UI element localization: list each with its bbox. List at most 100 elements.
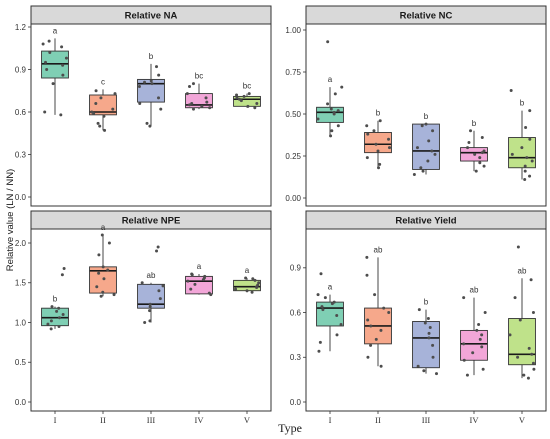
data-point (251, 277, 255, 281)
data-point (423, 321, 427, 325)
y-tick-label: 1.5 (15, 279, 27, 288)
data-point (419, 166, 423, 170)
data-point (531, 311, 535, 315)
data-point (55, 309, 59, 313)
y-tick-label: 1.0 (15, 318, 27, 327)
data-point (103, 128, 107, 132)
data-point (433, 152, 437, 156)
data-point (376, 149, 380, 153)
data-point (155, 65, 159, 69)
data-point (101, 290, 105, 294)
box-body (412, 321, 440, 369)
data-point (365, 273, 369, 277)
data-point (387, 137, 391, 141)
box-II: ab (364, 245, 392, 368)
data-point (185, 92, 189, 96)
data-point (61, 73, 65, 77)
box-III: b (412, 298, 440, 376)
data-point (253, 278, 257, 282)
data-point (149, 79, 153, 83)
data-point (191, 107, 195, 111)
data-point (140, 281, 144, 285)
panel-title: Relative NPE (122, 216, 181, 227)
significance-letter: ab (518, 266, 527, 275)
box-body (89, 94, 117, 116)
significance-letter: ab (374, 245, 383, 254)
data-point (477, 322, 481, 326)
data-point (480, 345, 484, 349)
data-point (257, 281, 261, 285)
data-point (530, 159, 534, 163)
panel-4: Relative Yield 0.0 0.3 0.6 0.9 a Iab II b III ab IV… (290, 210, 547, 425)
data-point (416, 364, 420, 368)
box-I: b (41, 266, 69, 331)
data-point (524, 125, 528, 129)
data-point (369, 324, 373, 328)
box-II: a (89, 223, 117, 298)
data-point (242, 94, 246, 98)
data-point (234, 287, 238, 291)
y-tick-label: 0.0 (15, 398, 27, 407)
data-point (57, 316, 61, 320)
data-point (387, 146, 391, 150)
data-point (237, 97, 241, 101)
data-point (246, 104, 250, 108)
box-III: b (412, 112, 440, 176)
data-point (97, 253, 101, 257)
data-point (483, 311, 487, 315)
data-point (387, 311, 391, 315)
data-point (51, 82, 55, 86)
data-point (382, 306, 386, 310)
data-point (111, 107, 115, 111)
data-point (378, 119, 382, 123)
box-IV: b (460, 119, 488, 173)
x-tick-label: V (244, 415, 251, 425)
data-point (48, 51, 52, 54)
significance-letter: b (520, 99, 525, 108)
data-point (478, 337, 482, 341)
x-tick-label: IV (470, 415, 480, 425)
data-point (366, 132, 370, 136)
x-axis-title: Type (278, 421, 302, 435)
data-point (326, 102, 330, 106)
data-point (509, 88, 513, 92)
data-point (330, 129, 334, 133)
data-point (431, 129, 435, 133)
data-point (523, 169, 527, 173)
box-IV: a (185, 262, 213, 297)
data-point (98, 124, 102, 128)
data-point (49, 327, 53, 331)
box-body (185, 275, 213, 295)
data-point (189, 287, 193, 291)
data-point (97, 271, 101, 275)
data-point (317, 349, 321, 353)
data-point (95, 285, 99, 289)
data-point (191, 82, 195, 86)
data-point (374, 337, 378, 341)
data-point (247, 92, 251, 96)
data-point (107, 241, 111, 245)
data-point (365, 255, 369, 259)
box-I: a (316, 272, 344, 353)
data-point (99, 96, 103, 100)
data-point (235, 96, 239, 100)
data-point (365, 156, 369, 160)
data-point (113, 92, 117, 96)
data-point (159, 107, 163, 111)
y-axis-title: Relative value (LN / NN) (5, 169, 16, 271)
data-point (523, 178, 527, 182)
data-point (434, 372, 438, 376)
data-point (480, 333, 484, 337)
data-point (102, 114, 106, 118)
significance-letter: b (424, 112, 429, 121)
data-point (518, 318, 522, 322)
data-point (532, 367, 536, 371)
data-point (530, 352, 534, 356)
significance-letter: a (53, 26, 58, 35)
significance-letter: b (53, 295, 58, 304)
data-point (431, 355, 435, 359)
data-point (150, 82, 154, 86)
data-point (427, 331, 431, 335)
significance-letter: b (376, 109, 381, 118)
